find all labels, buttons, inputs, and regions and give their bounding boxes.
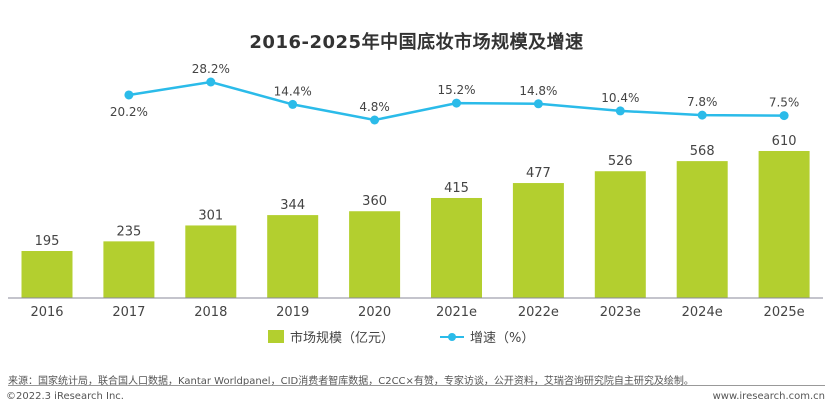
bar: [676, 161, 728, 298]
x-tick-label: 2021e: [436, 305, 477, 320]
growth-point: [615, 106, 625, 116]
growth-point: [452, 98, 461, 108]
x-tick-label: 2020: [358, 305, 391, 320]
divider: [8, 385, 825, 386]
bar: [512, 183, 564, 298]
bar-value-label: 415: [444, 181, 469, 196]
x-tick-label: 2017: [112, 305, 145, 320]
bar: [594, 171, 646, 298]
growth-value-label: 4.8%: [359, 100, 390, 114]
x-tick-label: 2019: [276, 305, 309, 320]
bar: [21, 251, 73, 298]
bar-value-label: 477: [526, 166, 551, 181]
x-tick-label: 2022e: [518, 305, 559, 320]
bar: [349, 211, 401, 298]
chart-canvas: 195 2016 235 2017 301 2018 344 2019 360 2020 415 20…: [8, 62, 823, 320]
growth-value-label: 14.4%: [274, 84, 312, 98]
legend-item-growth: 增速（%）: [440, 327, 534, 346]
x-tick-label: 2024e: [682, 305, 723, 320]
growth-point: [206, 77, 216, 87]
bar: [431, 197, 482, 298]
x-tick-label: 2016: [30, 305, 63, 320]
chart-title: 2016-2025年中国底妆市场规模及增速: [249, 32, 584, 53]
source-note: 来源：国家统计局，联合国人口数据，Kantar Worldpanel，CID消费…: [8, 376, 694, 387]
growth-value-label: 14.8%: [519, 84, 557, 98]
bar-value-label: 195: [35, 234, 60, 249]
bar-value-label: 568: [690, 144, 715, 159]
website-link[interactable]: www.iresearch.com.cn: [712, 391, 825, 402]
growth-point: [697, 110, 707, 120]
growth-value-label: 10.4%: [601, 91, 639, 105]
growth-point: [124, 90, 134, 100]
x-tick-label: 2023e: [600, 305, 641, 320]
growth-point: [533, 99, 543, 109]
growth-value-label: 15.2%: [437, 83, 475, 97]
bar-value-label: 610: [772, 134, 797, 149]
bar-value-label: 526: [608, 154, 633, 169]
bar-value-label: 344: [280, 198, 305, 213]
growth-point: [779, 111, 789, 121]
bar-value-label: 301: [198, 208, 223, 223]
growth-value-label: 20.2%: [110, 105, 148, 119]
bar: [758, 150, 810, 298]
bar: [103, 241, 155, 298]
legend-line-swatch: [440, 332, 464, 341]
legend-label: 市场规模（亿元）: [290, 331, 395, 346]
growth-point: [370, 115, 380, 125]
growth-value-label: 28.2%: [192, 62, 230, 76]
x-tick-label: 2018: [194, 305, 227, 320]
copyright: ©2022.3 iResearch Inc.: [6, 391, 124, 402]
bar-value-label: 235: [116, 224, 141, 239]
legend-label: 增速（%）: [470, 331, 535, 346]
growth-value-label: 7.8%: [687, 95, 718, 109]
growth-value-label: 7.5%: [769, 96, 800, 110]
bar: [267, 215, 319, 298]
bar: [185, 225, 237, 298]
growth-point: [288, 99, 298, 109]
x-tick-label: 2025e: [764, 305, 805, 320]
bar-value-label: 360: [362, 194, 387, 209]
legend-item-market-size: 市场规模（亿元）: [268, 327, 394, 346]
legend: 市场规模（亿元） 增速（%）: [0, 327, 833, 347]
legend-bar-swatch: [268, 330, 284, 343]
